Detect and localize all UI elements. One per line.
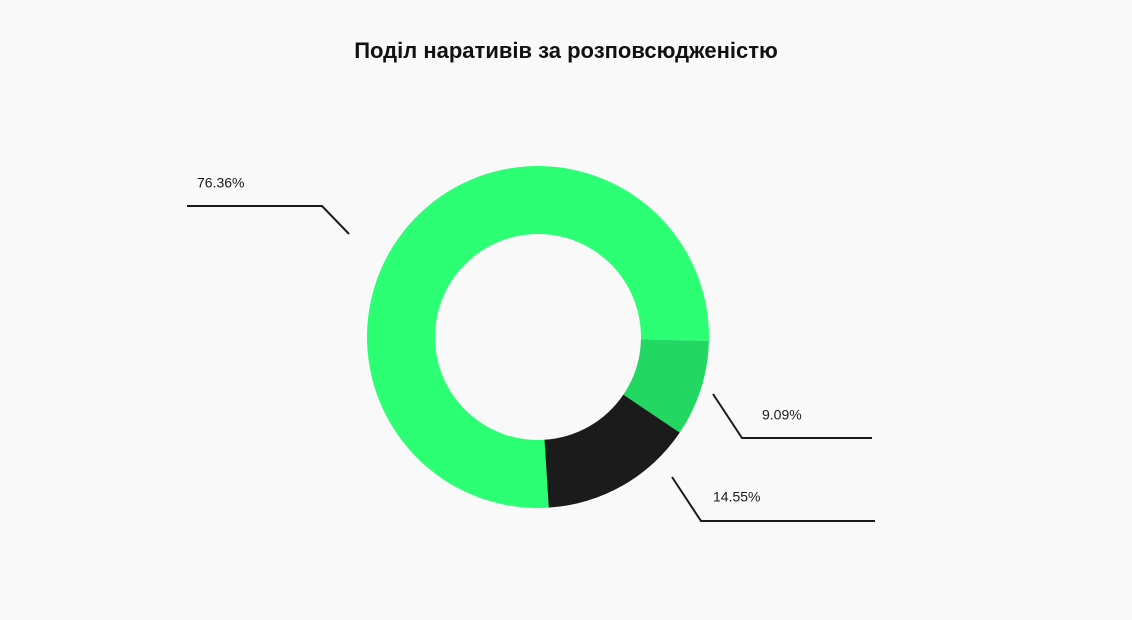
value-label: 9.09% — [762, 407, 802, 423]
donut-slice — [623, 339, 709, 433]
donut-slice — [367, 166, 709, 509]
leader-line — [187, 205, 350, 235]
value-label: 14.55% — [713, 489, 760, 505]
chart-title: Поділ наративів за розповсюдженістю — [354, 38, 778, 63]
leader-line — [671, 476, 875, 522]
donut-slice — [544, 394, 680, 508]
leader-line — [712, 393, 872, 439]
value-label: 76.36% — [197, 175, 244, 191]
